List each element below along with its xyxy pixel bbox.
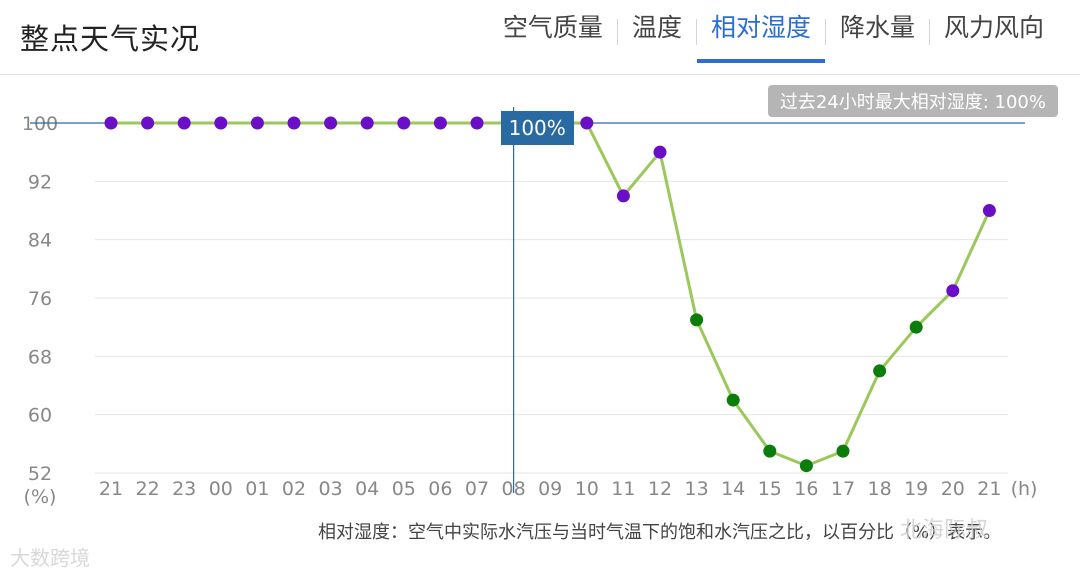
watermark-right: 北海际叔 [900, 518, 989, 543]
data-point [763, 444, 777, 458]
data-point [982, 204, 996, 217]
x-tick-label: 12 [648, 478, 672, 500]
data-point [104, 116, 118, 130]
tab-air-quality[interactable]: 空气质量 [502, 13, 603, 42]
y-tick-label: 100 [22, 113, 58, 135]
series-line-segment [878, 325, 918, 373]
tab-humidity[interactable]: 相对湿度 [696, 10, 825, 63]
humidity-description: 相对湿度：空气中实际水汽压与当时气温下的饱和水汽压之比，以百分比（%）表示。 [318, 522, 1002, 543]
data-point [799, 459, 813, 473]
hover-tooltip: 100% [500, 111, 574, 145]
tab-precipitation[interactable]: 降水量 [839, 13, 915, 42]
x-axis-label: (h) [1011, 478, 1038, 500]
x-tick-label: 17 [831, 478, 855, 500]
max-humidity-badge: 过去24小时最大相对湿度: 100% [767, 85, 1058, 117]
data-point [690, 313, 704, 327]
series-line-segment [585, 121, 625, 198]
x-tick-label: 13 [685, 478, 709, 500]
y-tick-label: 68 [28, 346, 52, 368]
series-line-segment [658, 150, 699, 322]
data-point [214, 116, 228, 130]
data-point [909, 320, 923, 334]
x-tick-label: 05 [392, 478, 416, 500]
series-line-segment [695, 318, 735, 402]
x-tick-label: 00 [209, 478, 233, 500]
x-tick-label: 22 [136, 478, 160, 500]
x-tick-label: 07 [465, 478, 489, 500]
x-tick-label: 19 [904, 478, 928, 500]
series-line-segment [841, 369, 882, 453]
x-tick-label: 04 [355, 478, 379, 500]
data-point [433, 116, 447, 130]
y-axis-label: (%) [24, 486, 57, 508]
x-tick-label: 11 [611, 478, 635, 500]
data-point [836, 444, 850, 458]
y-tick-label: 84 [28, 230, 52, 252]
data-point [177, 116, 191, 130]
tab-divider [695, 19, 697, 45]
y-tick-label: 76 [28, 288, 52, 310]
tab-bar: 空气质量 温度 相对湿度 降水量 风力风向 [489, 10, 1058, 63]
data-point [726, 393, 740, 407]
data-point [873, 364, 887, 378]
x-tick-label: 18 [868, 478, 892, 500]
data-point [580, 116, 594, 130]
x-tick-label: 20 [941, 478, 965, 500]
tab-divider [928, 19, 930, 45]
x-tick-label: 21 [99, 478, 123, 500]
y-tick-label: 92 [28, 171, 52, 193]
series-line-segment [804, 449, 845, 468]
tab-divider [824, 19, 826, 45]
x-tick-label: 14 [721, 478, 745, 500]
x-tick-label: 23 [172, 478, 196, 500]
data-point [324, 116, 338, 130]
x-tick-label: 15 [758, 478, 782, 500]
y-tick-label: 52 [28, 463, 52, 485]
data-point [946, 284, 960, 298]
series-line-segment [621, 150, 662, 198]
series-line-segment [768, 449, 808, 468]
page-title: 整点天气实况 [20, 22, 201, 56]
x-tick-label: 10 [575, 478, 599, 500]
watermark-left: 大数跨境 [10, 546, 90, 570]
humidity-chart[interactable]: 100 92 84 76 68 60 52(%) 21 22 23 00 01 02 03 04 05 06 07… [0, 74, 1080, 524]
tab-divider [616, 19, 618, 45]
x-tick-label: 01 [245, 478, 269, 500]
series-line-segment [914, 289, 955, 329]
x-tick-label: 03 [319, 478, 343, 500]
data-point [360, 116, 374, 130]
x-tick-label: 02 [282, 478, 306, 500]
series-line-segment [731, 398, 772, 453]
data-point [470, 116, 484, 130]
x-tick-label: 09 [538, 478, 562, 500]
data-point [250, 116, 264, 130]
data-point [141, 116, 155, 130]
y-tick-label: 60 [28, 405, 52, 427]
header: 整点天气实况 空气质量 温度 相对湿度 降水量 风力风向 [0, 0, 1080, 75]
series-line-segment [951, 209, 991, 293]
data-point [287, 116, 301, 130]
x-tick-label: 16 [794, 478, 818, 500]
data-point [397, 116, 411, 130]
x-tick-label: 21 [977, 478, 1001, 500]
tab-temperature[interactable]: 温度 [631, 13, 682, 42]
x-tick-label: 06 [428, 478, 452, 500]
tab-wind[interactable]: 风力风向 [943, 13, 1044, 42]
data-point [616, 189, 630, 203]
data-point [653, 145, 667, 159]
